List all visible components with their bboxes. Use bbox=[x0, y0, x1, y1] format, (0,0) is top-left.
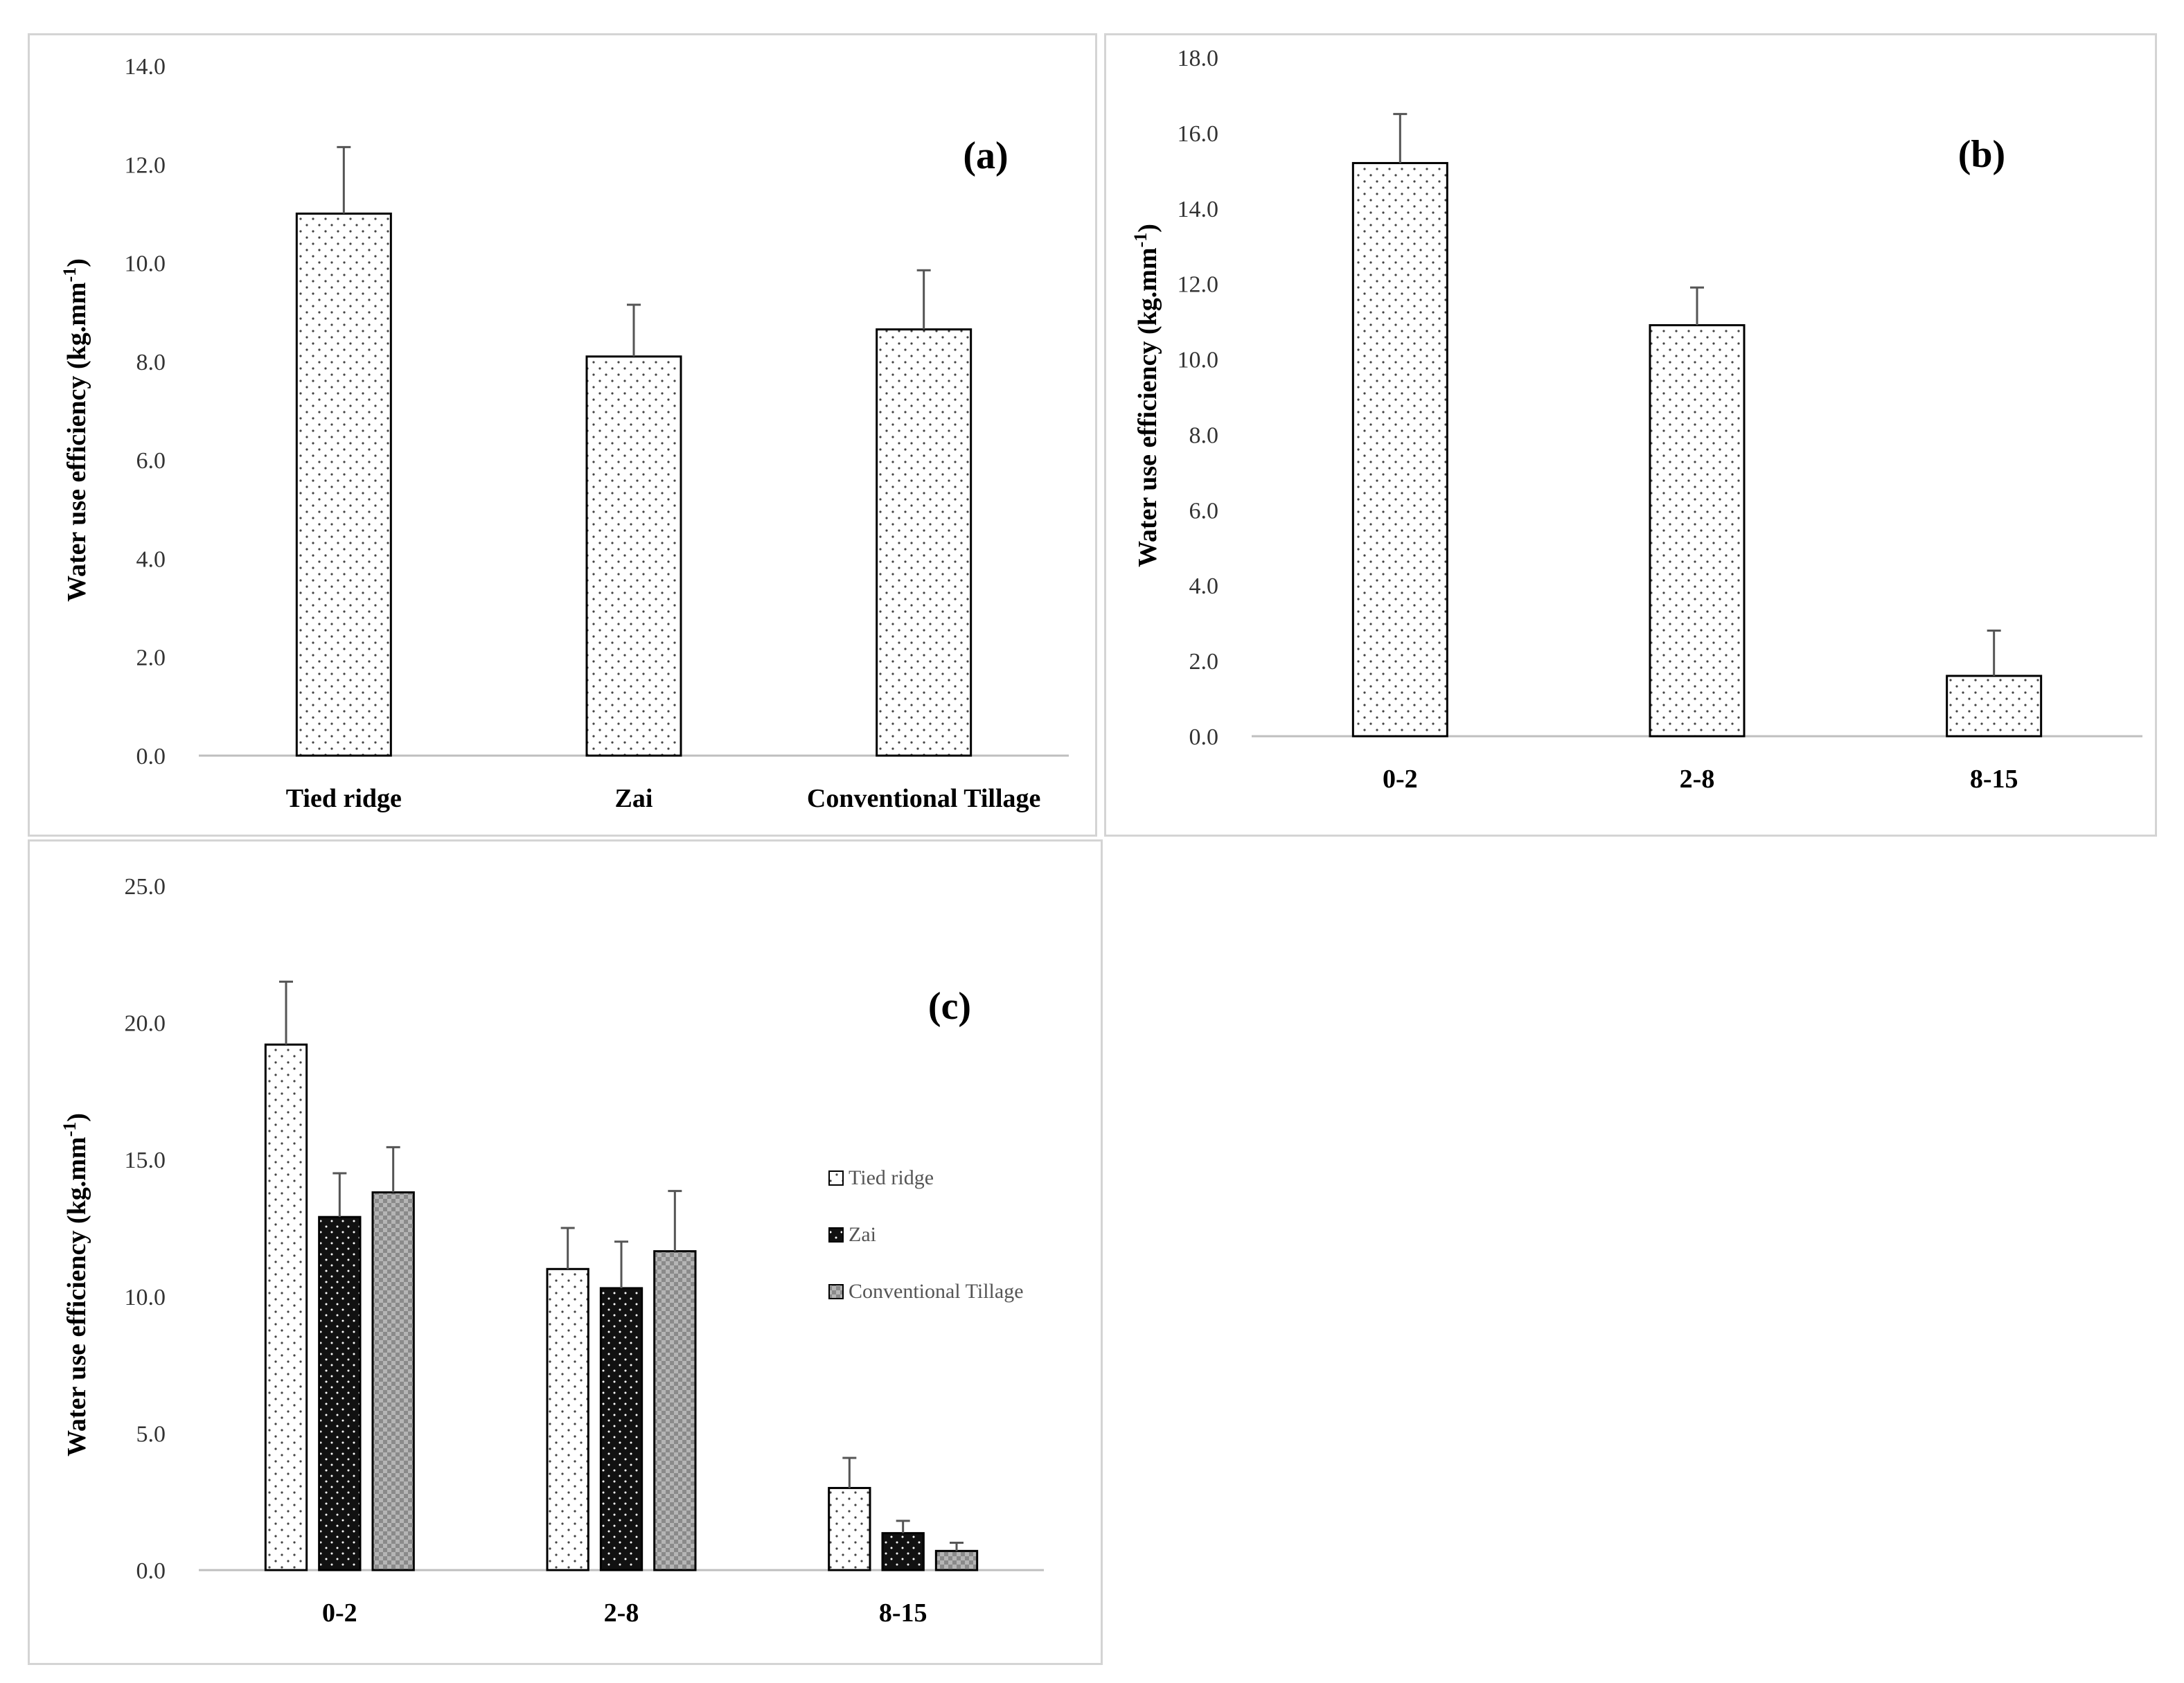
chart-c-bar-2-0 bbox=[371, 1191, 415, 1571]
chart-c-legend-swatch bbox=[828, 1227, 844, 1243]
chart-panel-a: 0.0 2.0 4.0 6.0 8.0 10.0 12.0 14.0 Tied ridge Zai… bbox=[28, 33, 1097, 837]
chart-a-ytick-label: 6.0 bbox=[136, 448, 166, 474]
chart-b-ytick-label: 6.0 bbox=[1189, 498, 1219, 524]
chart-c-ylabel: Water use efficiency (kg.mm-1) bbox=[60, 1113, 91, 1457]
chart-c-bar-1-1 bbox=[599, 1287, 643, 1571]
chart-a-panel-label: (a) bbox=[963, 134, 1008, 177]
chart-b-ylabel: Water use efficiency (kg.mm-1) bbox=[1130, 224, 1162, 567]
chart-a-bar-0-1 bbox=[585, 355, 682, 757]
chart-c-panel-label: (c) bbox=[928, 985, 971, 1028]
chart-c-legend-swatch bbox=[828, 1170, 844, 1186]
chart-b-category-label: 0-2 bbox=[1383, 765, 1418, 794]
chart-b-bar-0-0 bbox=[1351, 161, 1448, 738]
chart-c-legend-label: Conventional Tillage bbox=[849, 1280, 1024, 1303]
chart-a-ytick-label: 2.0 bbox=[136, 645, 166, 671]
chart-b-ytick-label: 12.0 bbox=[1178, 272, 1219, 298]
chart-c-legend-label: Tied ridge bbox=[849, 1166, 934, 1189]
chart-b-category-label: 8-15 bbox=[1970, 765, 2018, 794]
chart-a-category-label: Conventional Tillage bbox=[807, 784, 1041, 813]
chart-a-svg: 0.0 2.0 4.0 6.0 8.0 10.0 12.0 14.0 Tied ridge Zai… bbox=[60, 54, 1069, 813]
chart-c-category-label: 0-2 bbox=[322, 1599, 357, 1628]
chart-b-bar-0-1 bbox=[1649, 324, 1746, 738]
chart-c-category-label: 2-8 bbox=[604, 1599, 639, 1628]
chart-a-ytick-label: 14.0 bbox=[125, 54, 166, 80]
chart-a-ytick-label: 4.0 bbox=[136, 546, 166, 572]
chart-b-svg: 0.0 2.0 4.0 6.0 8.0 10.0 12.0 14.0 16.0 18.0 0-2 2-… bbox=[1130, 46, 2142, 794]
chart-c-category-label: 8-15 bbox=[879, 1599, 927, 1628]
chart-b-ytick-label: 0.0 bbox=[1189, 724, 1219, 750]
chart-c-bar-2-1 bbox=[653, 1250, 697, 1571]
chart-b-ytick-label: 8.0 bbox=[1189, 422, 1219, 448]
chart-a-bar-0-0 bbox=[295, 212, 392, 757]
chart-c-bar-0-0 bbox=[264, 1043, 308, 1571]
chart-c-ytick-label: 10.0 bbox=[125, 1285, 166, 1310]
chart-a-ylabel: Water use efficiency (kg.mm-1) bbox=[60, 258, 91, 602]
chart-a-bar-0-2 bbox=[876, 328, 973, 757]
chart-c-ytick-label: 0.0 bbox=[136, 1558, 166, 1584]
chart-b-ytick-label: 18.0 bbox=[1178, 46, 1219, 71]
chart-c-bar-0-2 bbox=[828, 1486, 871, 1571]
chart-b-ytick-label: 16.0 bbox=[1178, 121, 1219, 147]
chart-c-ytick-label: 5.0 bbox=[136, 1421, 166, 1447]
chart-b-bar-0-2 bbox=[1946, 675, 2043, 738]
chart-c-bar-0-1 bbox=[546, 1267, 589, 1571]
chart-a-ytick-label: 12.0 bbox=[125, 152, 166, 178]
chart-c-legend-label: Zai bbox=[849, 1223, 876, 1246]
chart-c-svg: 0.0 5.0 10.0 15.0 20.0 25.0 0-2 2-8 8-15 (c) Water… bbox=[60, 874, 1044, 1628]
chart-c-ytick-label: 20.0 bbox=[125, 1011, 166, 1037]
chart-c-bar-1-0 bbox=[318, 1216, 362, 1571]
chart-c-bar-1-2 bbox=[881, 1532, 925, 1571]
chart-panel-b: 0.0 2.0 4.0 6.0 8.0 10.0 12.0 14.0 16.0 18.0 0-2 2-… bbox=[1104, 33, 2157, 837]
chart-b-ytick-label: 4.0 bbox=[1189, 573, 1219, 599]
chart-a-category-label: Zai bbox=[615, 784, 653, 813]
chart-b-panel-label: (b) bbox=[1958, 133, 2005, 176]
chart-c-ytick-label: 15.0 bbox=[125, 1148, 166, 1173]
chart-a-ytick-label: 10.0 bbox=[125, 251, 166, 277]
chart-b-ytick-label: 2.0 bbox=[1189, 649, 1219, 675]
chart-a-category-label: Tied ridge bbox=[286, 784, 402, 813]
chart-b-category-label: 2-8 bbox=[1680, 765, 1715, 794]
chart-a-ytick-label: 8.0 bbox=[136, 350, 166, 375]
chart-b-ytick-label: 10.0 bbox=[1178, 348, 1219, 373]
chart-a-ytick-label: 0.0 bbox=[136, 744, 166, 769]
chart-b-ytick-label: 14.0 bbox=[1178, 197, 1219, 222]
chart-c-ytick-label: 25.0 bbox=[125, 874, 166, 900]
chart-c-legend-swatch bbox=[828, 1284, 844, 1299]
chart-panel-c: 0.0 5.0 10.0 15.0 20.0 25.0 0-2 2-8 8-15 (c) Water… bbox=[28, 839, 1103, 1665]
chart-c-bar-2-2 bbox=[934, 1549, 979, 1571]
